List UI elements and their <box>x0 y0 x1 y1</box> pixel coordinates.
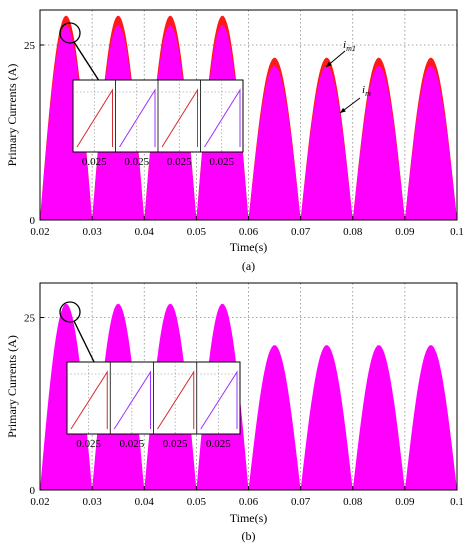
inset-trace <box>161 88 198 148</box>
inset-trace <box>113 370 151 430</box>
series-annotation: im1 <box>343 39 356 53</box>
x-tick-label: 0.05 <box>187 226 207 238</box>
chart-panel-a: 0.02 0.03 0.04 0.05 0.06 0.07 0.08 0.09 0.1 0 25 Ti… <box>5 9 464 273</box>
x-tick-label: 0.03 <box>83 226 103 238</box>
x-tick-label: 0.08 <box>343 496 363 508</box>
annotation-symbol: i <box>362 84 365 96</box>
y-tick-label: 0 <box>30 485 36 497</box>
annotation-subscript: m <box>365 89 371 98</box>
inset-tick-label: 0.025 <box>82 156 107 168</box>
series-lobe <box>248 345 301 490</box>
x-tick-label: 0.08 <box>343 226 363 238</box>
series-lobe <box>300 345 353 490</box>
x-axis-label: Time(s) <box>230 240 268 254</box>
series-lobe <box>352 345 405 490</box>
inset-tick-label: 0.025 <box>163 438 188 450</box>
annotation-symbol: i <box>343 39 346 51</box>
y-tick-label: 25 <box>24 313 36 325</box>
y-axis-label: Primary Currents (A) <box>5 335 19 438</box>
panel-caption: (b) <box>242 529 256 543</box>
series-i-m-lobe <box>300 66 353 220</box>
y-tick-label: 25 <box>24 40 36 52</box>
zoom-circle <box>59 301 81 323</box>
inset-trace <box>204 88 241 148</box>
x-tick-label: 0.03 <box>83 496 103 508</box>
annotation-arrow-head <box>340 107 346 113</box>
x-tick-label: 0.04 <box>135 496 155 508</box>
annotation-arrow-head <box>326 61 332 67</box>
chart-panel-b: 0.02 0.03 0.04 0.05 0.06 0.07 0.08 0.09 0.1 0 25 Ti… <box>5 282 464 543</box>
series-annotation: im <box>362 84 371 98</box>
panel-caption: (a) <box>242 259 255 273</box>
inset-trace <box>70 370 108 430</box>
series-lobe <box>404 345 457 490</box>
inset-trace <box>157 370 195 430</box>
x-tick-label: 0.02 <box>30 496 49 508</box>
x-tick-label: 0.09 <box>395 496 415 508</box>
zoom-circle <box>59 22 81 44</box>
x-tick-label: 0.02 <box>30 226 49 238</box>
series-i-m-lobe <box>352 66 405 220</box>
x-tick-label: 0.04 <box>135 226 155 238</box>
inset-tick-label: 0.025 <box>120 438 145 450</box>
inset-tick-label: 0.025 <box>124 156 149 168</box>
x-tick-label: 0.1 <box>450 226 464 238</box>
series-i-m-lobe <box>40 25 93 221</box>
inset-tick-label: 0.025 <box>209 156 234 168</box>
x-tick-label: 0.09 <box>395 226 415 238</box>
x-tick-label: 0.1 <box>450 496 464 508</box>
x-tick-label: 0.06 <box>239 226 259 238</box>
zoom-inset: 0.025 0.025 0.025 0.025 <box>66 361 241 450</box>
inset-trace <box>76 88 113 148</box>
x-tick-label: 0.07 <box>291 496 311 508</box>
inset-tick-label: 0.025 <box>206 438 231 450</box>
zoom-inset: 0.025 0.025 0.025 0.025 <box>72 79 244 168</box>
y-tick-label: 0 <box>30 215 36 227</box>
x-tick-label: 0.07 <box>291 226 311 238</box>
x-axis-label: Time(s) <box>230 511 268 525</box>
series-lobe <box>40 303 93 490</box>
y-axis-label: Primary Currents (A) <box>5 64 19 167</box>
x-tick-label: 0.05 <box>187 496 207 508</box>
inset-trace <box>200 370 238 430</box>
x-tick-label: 0.06 <box>239 496 259 508</box>
annotation-subscript: m1 <box>346 44 356 53</box>
series-i-m-lobe <box>248 66 301 220</box>
series-i-m-lobe <box>404 66 457 220</box>
inset-tick-label: 0.025 <box>76 438 101 450</box>
inset-tick-label: 0.025 <box>167 156 192 168</box>
inset-trace <box>119 88 156 148</box>
